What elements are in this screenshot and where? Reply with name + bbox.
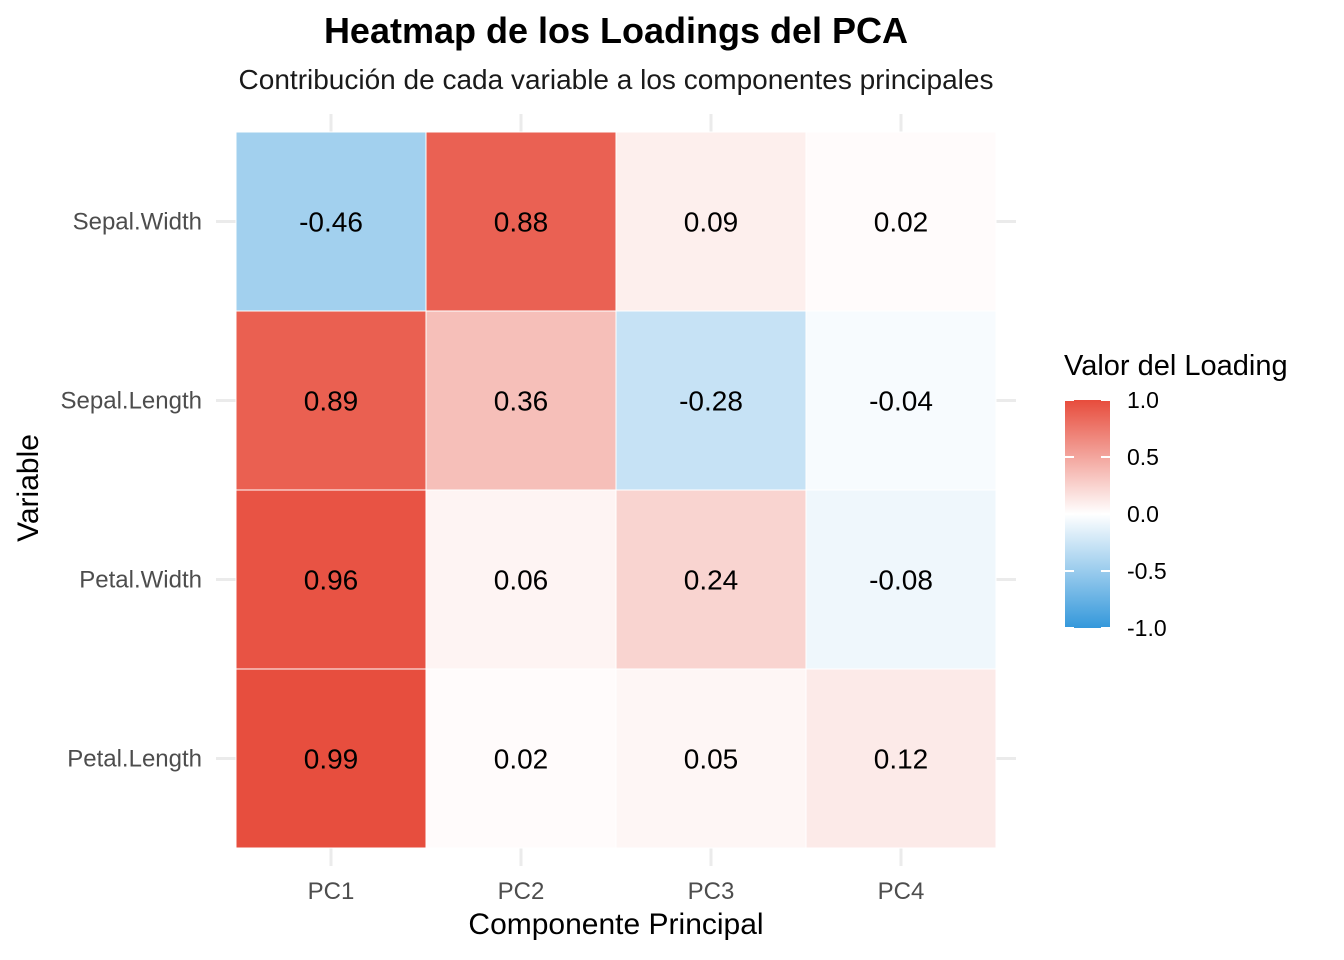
y-tick-label: Sepal.Width bbox=[73, 209, 202, 236]
cell-value-label: 0.09 bbox=[684, 207, 739, 238]
cell-value-label: 0.02 bbox=[494, 744, 549, 775]
y-tick-label: Petal.Length bbox=[67, 746, 202, 773]
cell-value-label: 0.24 bbox=[684, 565, 739, 596]
x-axis-label: Componente Principal bbox=[468, 908, 764, 941]
y-axis-label: Variable bbox=[12, 434, 45, 542]
cell-value-label: 0.99 bbox=[304, 744, 359, 775]
x-tick-label: PC1 bbox=[308, 878, 355, 905]
heatmap-cell bbox=[425, 668, 617, 849]
y-tick-label: Petal.Width bbox=[79, 567, 202, 594]
heatmap-cell bbox=[235, 310, 427, 491]
cell-value-label: 0.88 bbox=[494, 207, 549, 238]
heatmap-cell bbox=[805, 489, 997, 670]
cell-value-label: -0.04 bbox=[869, 386, 933, 417]
cell-value-label: 0.12 bbox=[874, 744, 929, 775]
heatmap-cell bbox=[425, 489, 617, 670]
cell-value-label: 0.96 bbox=[304, 565, 359, 596]
chart-subtitle: Contribución de cada variable a los comp… bbox=[238, 64, 994, 95]
heatmap-cell bbox=[235, 489, 427, 670]
cell-value-label: 0.05 bbox=[684, 744, 739, 775]
x-tick-label: PC3 bbox=[688, 878, 735, 905]
legend-title: Valor del Loading bbox=[1064, 350, 1288, 382]
legend-tick-label: 0.5 bbox=[1127, 444, 1159, 470]
cell-value-label: 0.36 bbox=[494, 386, 549, 417]
x-tick-label: PC4 bbox=[878, 878, 925, 905]
heatmap-cell bbox=[235, 131, 427, 312]
heatmap-cell bbox=[805, 131, 997, 312]
chart-title: Heatmap de los Loadings del PCA bbox=[323, 10, 909, 51]
heatmap-cell bbox=[805, 310, 997, 491]
heatmap-cell bbox=[235, 668, 427, 849]
heatmap-cell bbox=[805, 668, 997, 849]
heatmap-cell bbox=[615, 131, 807, 312]
cell-value-label: 0.06 bbox=[494, 565, 549, 596]
y-tick-label: Sepal.Length bbox=[61, 388, 202, 415]
cell-value-label: -0.46 bbox=[299, 207, 363, 238]
cell-value-label: 0.02 bbox=[874, 207, 929, 238]
heatmap-cell bbox=[615, 668, 807, 849]
legend-tick-label: -0.5 bbox=[1127, 558, 1167, 584]
x-tick-label: PC2 bbox=[498, 878, 545, 905]
cell-value-label: -0.28 bbox=[679, 386, 743, 417]
heatmap-cell bbox=[615, 489, 807, 670]
heatmap-cell bbox=[615, 310, 807, 491]
legend-tick-label: 1.0 bbox=[1127, 387, 1159, 413]
cell-value-label: -0.08 bbox=[869, 565, 933, 596]
heatmap-cell bbox=[425, 310, 617, 491]
cell-value-label: 0.89 bbox=[304, 386, 359, 417]
legend-tick-label: -1.0 bbox=[1127, 615, 1167, 641]
legend-tick-label: 0.0 bbox=[1127, 501, 1159, 527]
